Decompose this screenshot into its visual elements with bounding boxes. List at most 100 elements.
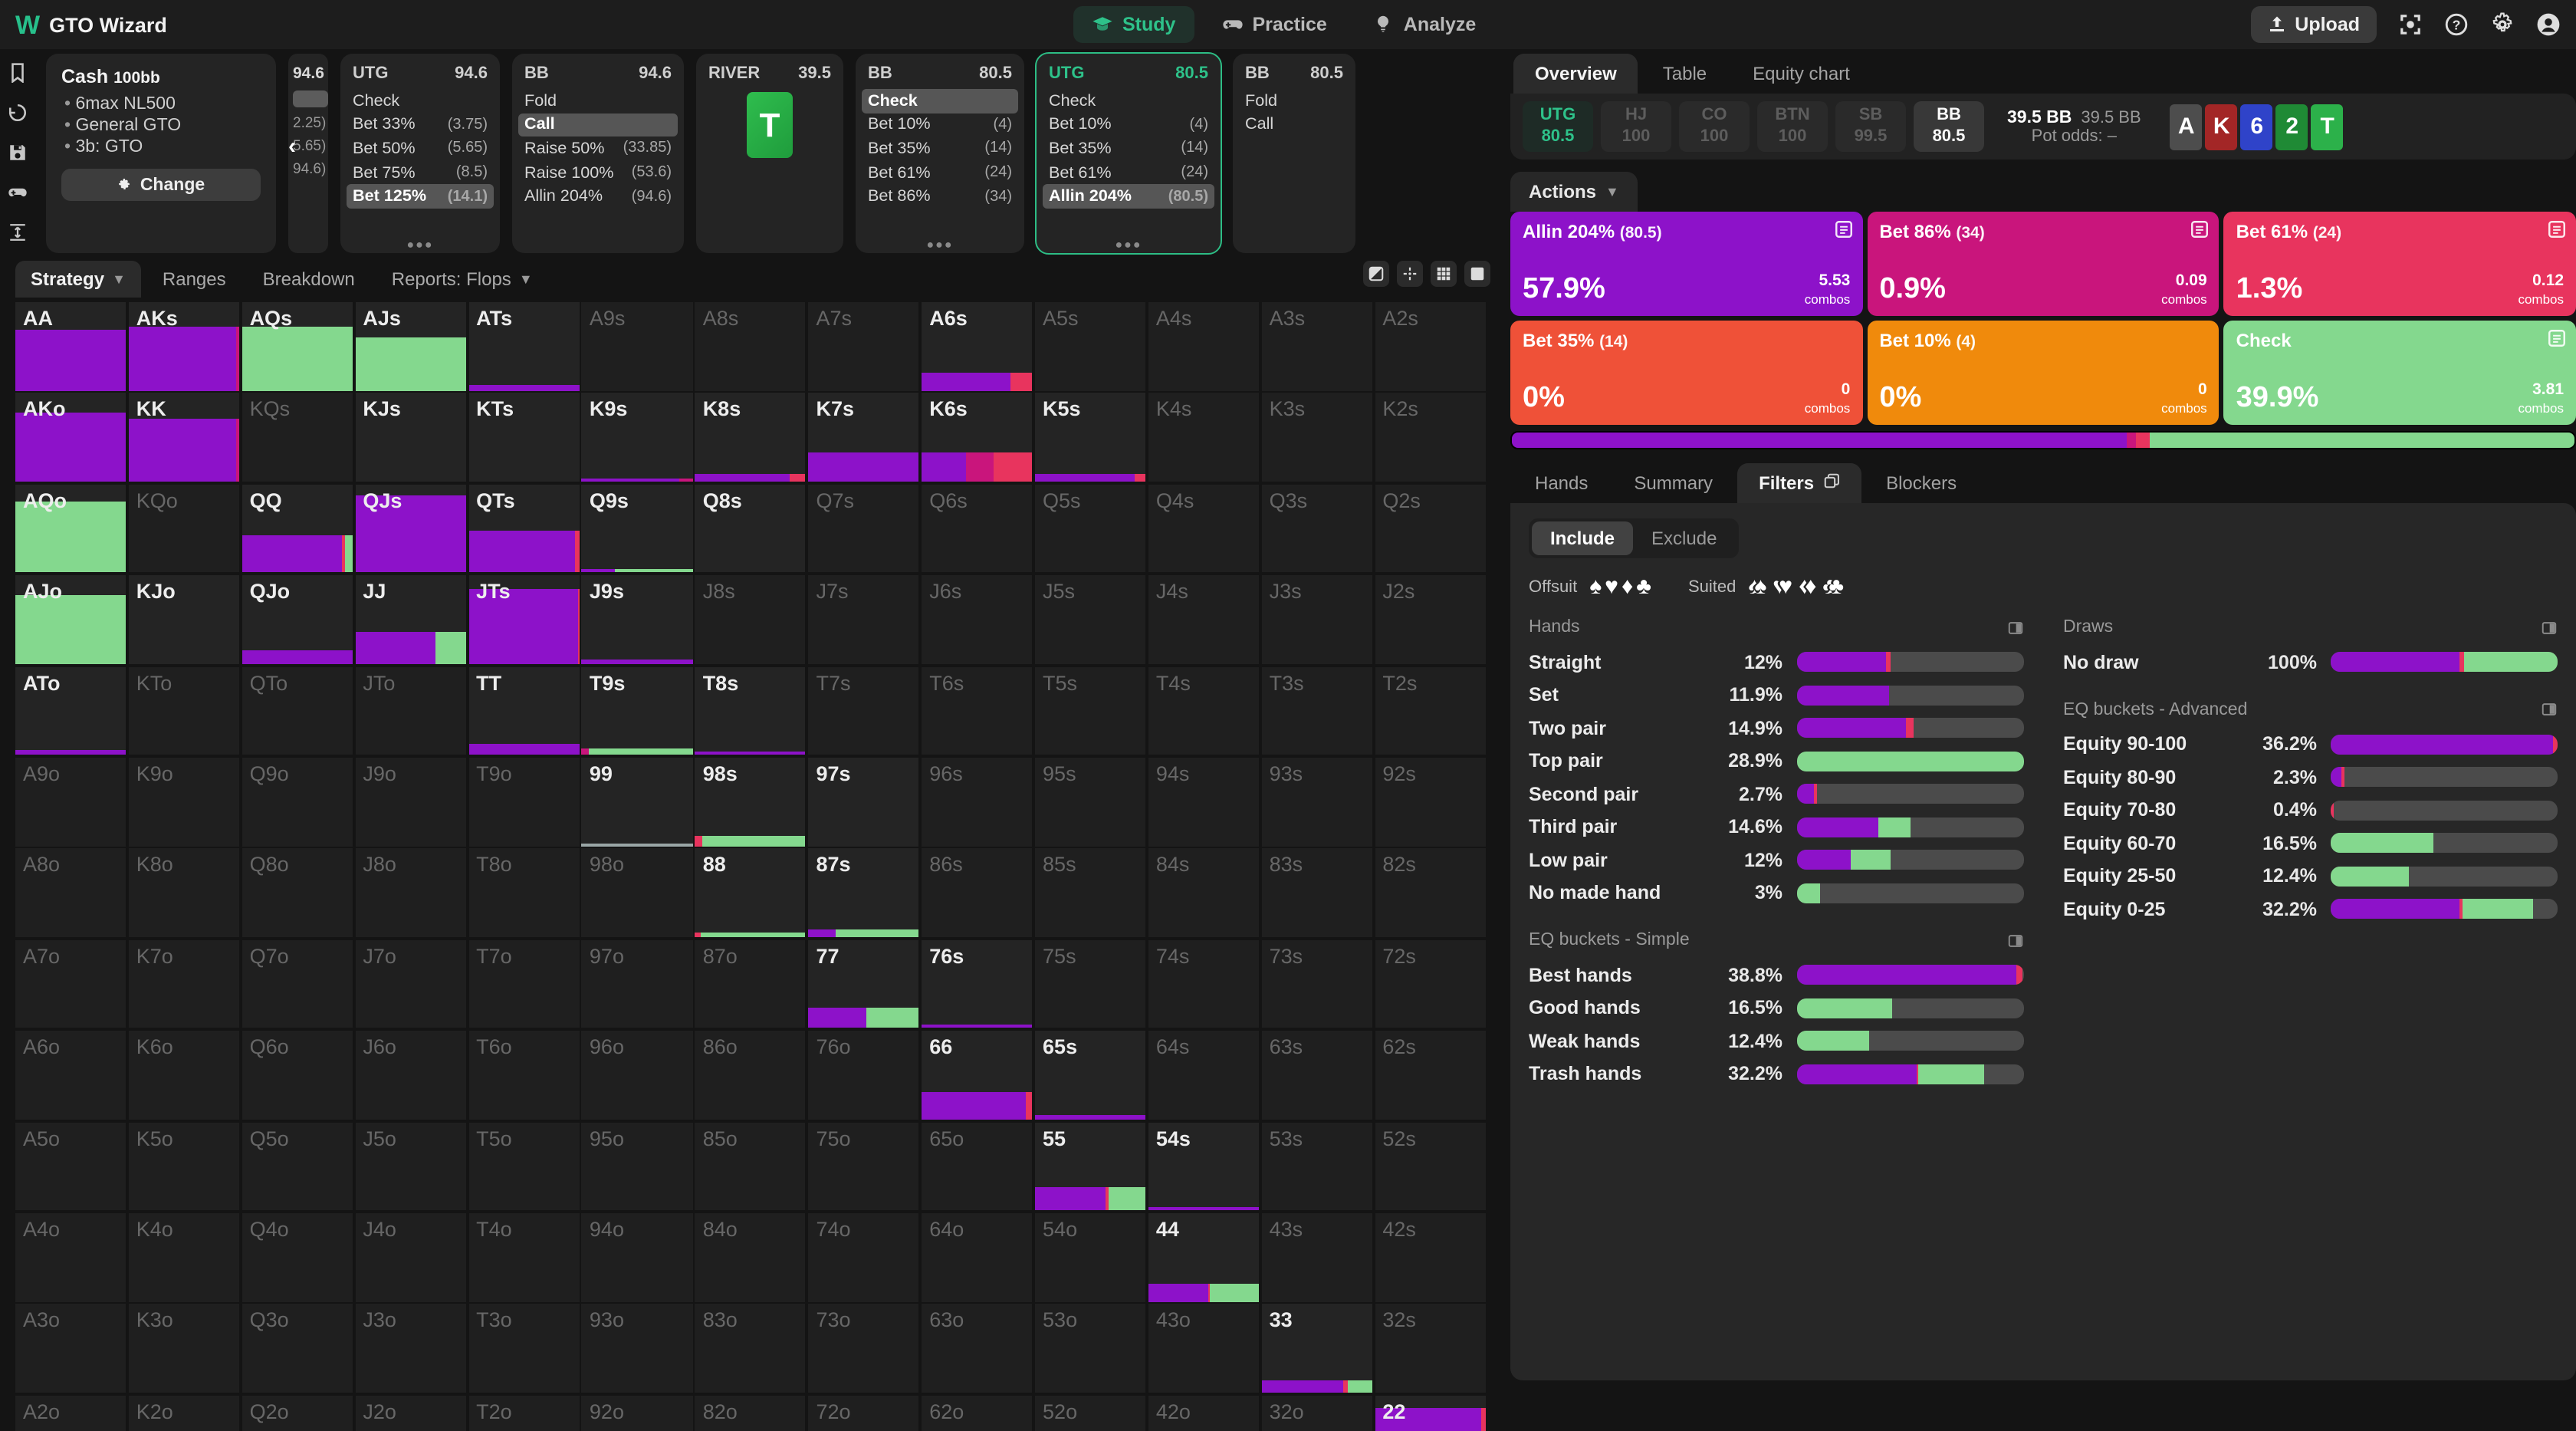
matrix-cell-77[interactable]: 77 — [808, 939, 919, 1028]
matrix-cell-J4o[interactable]: J4o — [355, 1212, 466, 1301]
matrix-cell-T8s[interactable]: T8s — [695, 666, 806, 755]
matrix-cell-T6s[interactable]: T6s — [922, 666, 1033, 755]
matrix-cell-84o[interactable]: 84o — [695, 1212, 806, 1301]
tab-table[interactable]: Table — [1662, 63, 1707, 84]
action-row[interactable]: Raise 50% (33.85) — [518, 137, 678, 160]
matrix-cell-85o[interactable]: 85o — [695, 1122, 806, 1211]
matrix-cell-KTs[interactable]: KTs — [468, 393, 580, 482]
matrix-cell-T5s[interactable]: T5s — [1035, 666, 1146, 755]
action-row[interactable]: Bet 125% (14.1) — [347, 184, 494, 209]
matrix-cell-Q6o[interactable]: Q6o — [242, 1031, 353, 1120]
matrix-cell-T3o[interactable]: T3o — [468, 1304, 580, 1393]
nav-tab-analyze[interactable]: Analyze — [1355, 6, 1495, 43]
matrix-cell-64s[interactable]: 64s — [1148, 1031, 1259, 1120]
matrix-cell-A2s[interactable]: A2s — [1375, 302, 1486, 391]
matrix-cell-K8s[interactable]: K8s — [695, 393, 806, 482]
grid-icon[interactable] — [1431, 261, 1457, 287]
exclude-toggle[interactable]: Exclude — [1651, 528, 1717, 549]
matrix-cell-ATs[interactable]: ATs — [468, 302, 580, 391]
matrix-cell-63s[interactable]: 63s — [1261, 1031, 1372, 1120]
nav-tab-study[interactable]: Study — [1073, 6, 1194, 43]
filter-row-equity-80-90[interactable]: Equity 80-90 2.3% — [2063, 761, 2558, 794]
filter-row-straight[interactable]: Straight 12% — [1529, 646, 2023, 679]
matrix-cell-73o[interactable]: 73o — [808, 1304, 919, 1393]
expand-icon[interactable] — [1397, 261, 1423, 287]
suited-suit-icon[interactable]: ♥ ♥ — [1773, 574, 1796, 600]
matrix-cell-A7s[interactable]: A7s — [808, 302, 919, 391]
matrix-cell-63o[interactable]: 63o — [922, 1304, 1033, 1393]
collapse-chevron-icon[interactable]: ‹ — [288, 133, 296, 160]
matrix-cell-KK[interactable]: KK — [128, 393, 239, 482]
matrix-cell-53s[interactable]: 53s — [1261, 1122, 1372, 1211]
matrix-cell-97s[interactable]: 97s — [808, 757, 919, 847]
matrix-cell-74o[interactable]: 74o — [808, 1212, 919, 1301]
matrix-cell-AQo[interactable]: AQo — [15, 484, 127, 573]
matrix-cell-83s[interactable]: 83s — [1261, 848, 1372, 937]
suit-icon[interactable]: ♦ — [1621, 574, 1637, 600]
tab-overview[interactable]: Overview — [1513, 54, 1638, 94]
matrix-cell-T6o[interactable]: T6o — [468, 1031, 580, 1120]
matrix-cell-43s[interactable]: 43s — [1261, 1212, 1372, 1301]
matrix-cell-Q3s[interactable]: Q3s — [1261, 484, 1372, 573]
matrix-cell-AKs[interactable]: AKs — [128, 302, 239, 391]
matrix-cell-A6o[interactable]: A6o — [15, 1031, 127, 1120]
matrix-cell-A9o[interactable]: A9o — [15, 757, 127, 847]
filter-row-two-pair[interactable]: Two pair 14.9% — [1529, 712, 2023, 745]
matrix-cell-AKo[interactable]: AKo — [15, 393, 127, 482]
suit-icon[interactable]: ♣ — [1636, 574, 1654, 600]
range-list-icon[interactable] — [2190, 219, 2210, 239]
matrix-cell-64o[interactable]: 64o — [922, 1212, 1033, 1301]
matrix-cell-93s[interactable]: 93s — [1261, 757, 1372, 847]
suit-icon[interactable]: ♠ — [1589, 574, 1605, 600]
matrix-cell-K2o[interactable]: K2o — [128, 1395, 239, 1431]
action-card-bet-35-[interactable]: Bet 35% (14) 0% 0 combos — [1510, 321, 1863, 425]
matrix-cell-43o[interactable]: 43o — [1148, 1304, 1259, 1393]
matrix-cell-K9o[interactable]: K9o — [128, 757, 239, 847]
help-icon[interactable]: ? — [2444, 12, 2469, 37]
upload-button[interactable]: Upload — [2250, 6, 2377, 43]
matrix-cell-96s[interactable]: 96s — [922, 757, 1033, 847]
matrix-cell-66[interactable]: 66 — [922, 1031, 1033, 1120]
matrix-cell-95s[interactable]: 95s — [1035, 757, 1146, 847]
matrix-cell-85s[interactable]: 85s — [1035, 848, 1146, 937]
matrix-cell-Q8s[interactable]: Q8s — [695, 484, 806, 573]
matrix-cell-54s[interactable]: 54s — [1148, 1122, 1259, 1211]
tab-summary[interactable]: Summary — [1612, 463, 1734, 503]
matrix-cell-AJo[interactable]: AJo — [15, 575, 127, 664]
action-row[interactable]: Call — [1239, 113, 1349, 137]
suited-suit-icon[interactable]: ♠ ♠ — [1748, 574, 1770, 600]
matrix-cell-T2s[interactable]: T2s — [1375, 666, 1486, 755]
matrix-cell-94o[interactable]: 94o — [581, 1212, 693, 1301]
matrix-cell-A9s[interactable]: A9s — [581, 302, 693, 391]
action-row[interactable]: Bet 50% (5.65) — [347, 137, 494, 160]
matrix-cell-J2o[interactable]: J2o — [355, 1395, 466, 1431]
matrix-cell-J3o[interactable]: J3o — [355, 1304, 466, 1393]
action-card-allin-204-[interactable]: Allin 204% (80.5) 57.9% 5.53 combos — [1510, 212, 1863, 316]
matrix-cell-T8o[interactable]: T8o — [468, 848, 580, 937]
nav-tab-practice[interactable]: Practice — [1203, 6, 1345, 43]
matrix-cell-T4s[interactable]: T4s — [1148, 666, 1259, 755]
offsuit-suit-icons[interactable]: ♠♥♦♣ — [1589, 574, 1654, 600]
save-icon[interactable] — [7, 143, 27, 163]
matrix-cell-76s[interactable]: 76s — [922, 939, 1033, 1028]
actions-dropdown[interactable]: Actions ▼ — [1510, 172, 1638, 212]
columns-icon[interactable] — [2006, 932, 2023, 949]
matrix-cell-87o[interactable]: 87o — [695, 939, 806, 1028]
matrix-cell-K7o[interactable]: K7o — [128, 939, 239, 1028]
matrix-cell-KQo[interactable]: KQo — [128, 484, 239, 573]
matrix-cell-T3s[interactable]: T3s — [1261, 666, 1372, 755]
matrix-cell-75o[interactable]: 75o — [808, 1122, 919, 1211]
matrix-cell-84s[interactable]: 84s — [1148, 848, 1259, 937]
matrix-cell-42o[interactable]: 42o — [1148, 1395, 1259, 1431]
matrix-cell-76o[interactable]: 76o — [808, 1031, 919, 1120]
matrix-cell-44[interactable]: 44 — [1148, 1212, 1259, 1301]
action-row[interactable]: Bet 35% (14) — [862, 137, 1018, 160]
matrix-cell-T4o[interactable]: T4o — [468, 1212, 580, 1301]
history-column-bb-5[interactable]: BB 80.5 Fold Call — [1233, 54, 1355, 253]
matrix-cell-54o[interactable]: 54o — [1035, 1212, 1146, 1301]
matrix-cell-J2s[interactable]: J2s — [1375, 575, 1486, 664]
matrix-cell-Q9s[interactable]: Q9s — [581, 484, 693, 573]
solid-square-icon[interactable] — [1464, 261, 1490, 287]
matrix-cell-KJo[interactable]: KJo — [128, 575, 239, 664]
matrix-cell-T7s[interactable]: T7s — [808, 666, 919, 755]
